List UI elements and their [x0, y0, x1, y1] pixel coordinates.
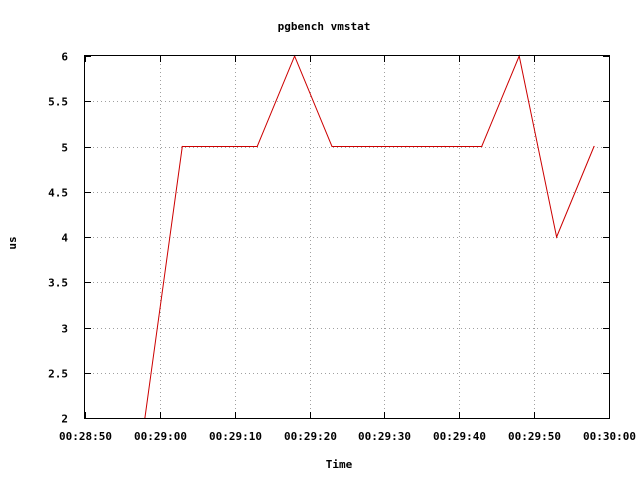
x-tick-label: 00:29:40 [433, 430, 486, 443]
y-tick-label: 5.5 [48, 96, 68, 109]
y-tick-label: 2.5 [48, 368, 68, 381]
x-tick-label: 00:29:30 [358, 430, 411, 443]
x-axis-ticks: 00:28:50 00:29:00 00:29:10 00:29:20 00:29:30… [59, 56, 636, 443]
data-point [556, 236, 558, 238]
x-tick-label: 00:29:00 [134, 430, 187, 443]
y-tick-label: 4.5 [48, 187, 68, 200]
data-point [331, 145, 333, 148]
data-point [481, 145, 483, 148]
x-tick-label: 00:28:50 [59, 430, 112, 443]
y-axis-label: us [6, 236, 19, 249]
chart-title: pgbench vmstat [278, 20, 371, 33]
x-tick-label: 00:30:00 [583, 430, 636, 443]
data-point [593, 145, 595, 148]
y-tick-label: 5 [61, 142, 68, 155]
y-tick-label: 6 [61, 51, 68, 64]
y-tick-label: 4 [61, 232, 68, 245]
grid [85, 56, 609, 418]
series-line [144, 54, 595, 419]
y-axis-ticks: 2 2.5 3 3.5 4 4.5 5 5.5 6 [48, 51, 609, 426]
y-tick-label: 2 [61, 413, 68, 426]
data-point [181, 145, 183, 148]
data-point [368, 145, 371, 148]
plot-frame [84, 55, 610, 419]
y-tick-label: 3 [61, 323, 68, 336]
x-tick-label: 00:29:50 [508, 430, 561, 443]
x-tick-label: 00:29:10 [209, 430, 262, 443]
data-point [406, 145, 408, 148]
data-point [443, 145, 445, 148]
y-tick-label: 3.5 [48, 277, 68, 290]
x-tick-label: 00:29:20 [284, 430, 337, 443]
x-axis-label: Time [326, 458, 353, 471]
data-point [256, 145, 258, 148]
